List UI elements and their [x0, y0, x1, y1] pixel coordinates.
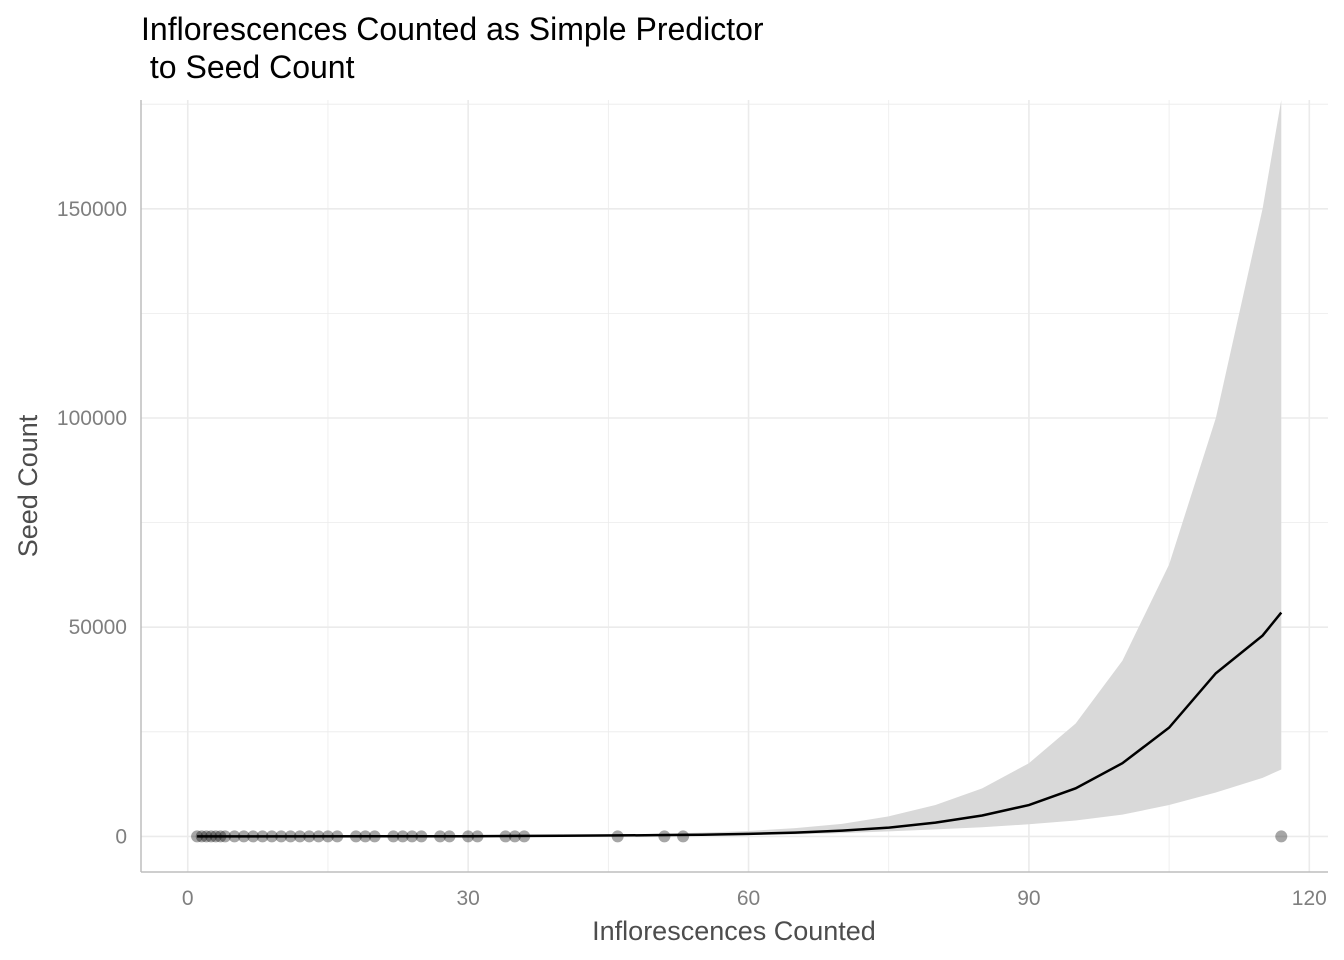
data-point — [312, 830, 325, 843]
data-point — [415, 830, 428, 843]
fit-line — [197, 611, 1283, 838]
data-point — [303, 830, 316, 843]
data-point — [462, 830, 475, 843]
data-point — [237, 830, 250, 843]
x-axis-ticks: 0 30 60 90 120 — [182, 887, 1327, 910]
data-point — [396, 830, 409, 843]
y-tick-label: 0 — [115, 825, 127, 848]
data-point — [677, 830, 690, 843]
data-point — [256, 830, 269, 843]
data-point — [228, 830, 241, 843]
data-point — [214, 830, 227, 843]
data-point — [191, 830, 204, 843]
x-axis-title: Inflorescences Counted — [592, 916, 876, 946]
data-point — [406, 830, 419, 843]
data-point — [368, 830, 381, 843]
data-point — [658, 830, 671, 843]
data-point — [508, 830, 521, 843]
data-point — [349, 830, 362, 843]
data-point — [293, 830, 306, 843]
data-point — [499, 830, 512, 843]
y-axis-ticks: 0 50000 100000 150000 — [57, 198, 127, 849]
chart-title: Inflorescences Counted as Simple Predict… — [141, 11, 764, 85]
y-axis-title: Seed Count — [13, 414, 43, 557]
data-point — [209, 830, 222, 843]
data-point — [359, 830, 372, 843]
data-point — [265, 830, 278, 843]
x-tick-label: 90 — [1017, 887, 1040, 910]
x-tick-label: 30 — [456, 887, 479, 910]
data-point — [200, 830, 213, 843]
data-point — [284, 830, 297, 843]
confidence-band — [197, 100, 1282, 837]
data-point — [443, 830, 456, 843]
data-point — [518, 830, 531, 843]
y-tick-label: 100000 — [57, 407, 127, 430]
data-point — [471, 830, 484, 843]
data-point — [275, 830, 288, 843]
data-point — [321, 830, 334, 843]
x-tick-label: 0 — [182, 887, 194, 910]
data-point — [387, 830, 400, 843]
data-point — [195, 830, 208, 843]
data-point — [331, 830, 344, 843]
data-point — [219, 830, 232, 843]
x-tick-label: 120 — [1292, 887, 1327, 910]
y-tick-label: 150000 — [57, 198, 127, 221]
data-point — [1275, 830, 1288, 843]
x-tick-label: 60 — [737, 887, 760, 910]
data-point — [611, 830, 624, 843]
y-tick-label: 50000 — [69, 616, 127, 639]
data-point — [434, 830, 447, 843]
data-points — [191, 830, 1288, 843]
data-point — [247, 830, 260, 843]
data-point — [205, 830, 218, 843]
